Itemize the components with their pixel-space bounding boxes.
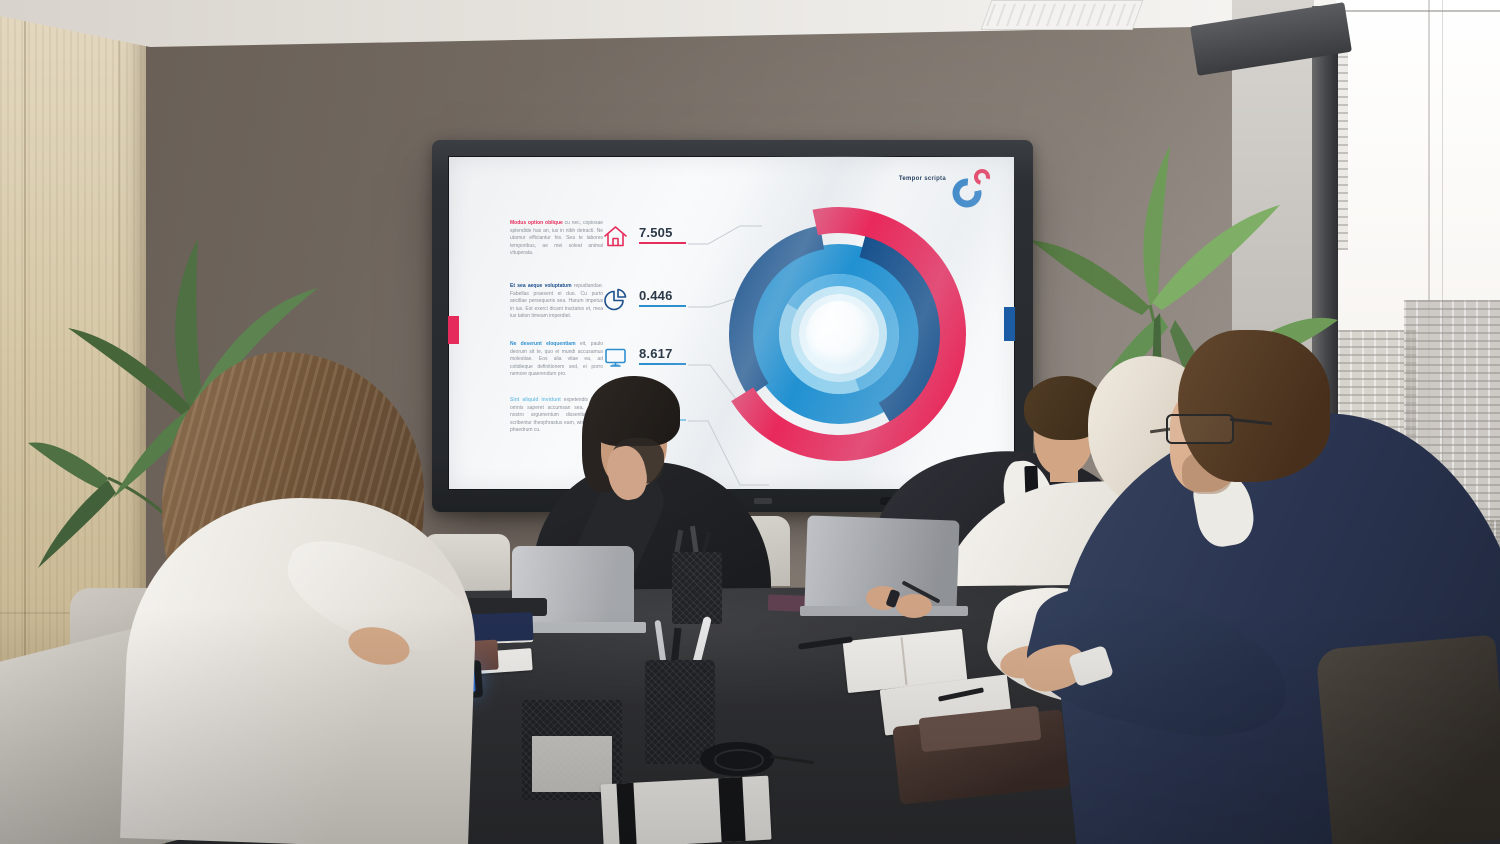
metric-value-block: 8.617 bbox=[639, 346, 686, 365]
slide-brand-name: Tempor scripta bbox=[898, 176, 946, 182]
speakerphone-ring bbox=[714, 749, 764, 771]
wood-panel-seam bbox=[24, 0, 26, 700]
metric-lead: Ne deserunt eloquentiam bbox=[510, 341, 576, 347]
presentation-slide: Tempor scripta Modus option oblique cu n… bbox=[448, 156, 1015, 490]
notebook-crease bbox=[900, 637, 908, 686]
metric-value: 8.617 bbox=[639, 346, 673, 361]
display-brand-logo bbox=[754, 498, 772, 504]
window-sheer-line bbox=[1428, 0, 1430, 844]
wood-panel-groove bbox=[0, 612, 120, 614]
laptop-right-base bbox=[800, 606, 968, 616]
wood-panel-seam bbox=[118, 0, 120, 640]
metric-text: Ne deserunt eloquentiam eit, paulo deoru… bbox=[510, 341, 603, 379]
pen-cup-far bbox=[672, 552, 722, 624]
man-right-glasses bbox=[1166, 414, 1234, 444]
metric-text: Et sea aeque voluptatum repudiandae. Fab… bbox=[510, 283, 603, 321]
ceiling-vent bbox=[980, 0, 1144, 30]
brand-logo-icon bbox=[952, 169, 990, 208]
metric-row: Et sea aeque voluptatum repudiandae. Fab… bbox=[448, 283, 748, 339]
window-frame-head bbox=[1336, 10, 1500, 12]
monitor-icon bbox=[605, 348, 626, 367]
metric-body: cu nec, copiosae splendide has an, ius i… bbox=[510, 220, 604, 256]
white-pad bbox=[600, 775, 772, 844]
metric-body: expetendis in, id omnis saperet accumsan… bbox=[510, 397, 604, 433]
city-building bbox=[1336, 40, 1348, 250]
pad-strap bbox=[718, 777, 746, 843]
man-right-hair bbox=[1178, 330, 1330, 482]
suit-man-hand bbox=[896, 594, 932, 618]
wall-display: Tempor scripta Modus option oblique cu n… bbox=[432, 140, 1033, 512]
metric-underline bbox=[639, 305, 686, 307]
dark-folder bbox=[455, 598, 547, 616]
speakerphone bbox=[700, 742, 774, 776]
man-black-shirt-hair bbox=[588, 376, 680, 446]
pie-chart-icon bbox=[604, 288, 627, 311]
metric-lead: Modus option oblique bbox=[510, 220, 563, 226]
donut-rings bbox=[712, 206, 966, 461]
metric-value: 0.446 bbox=[639, 288, 673, 303]
slide-left-tab bbox=[448, 316, 459, 344]
window-sheer-line bbox=[1442, 0, 1443, 844]
metric-underline bbox=[639, 242, 686, 244]
house-icon bbox=[604, 226, 627, 247]
metric-body: repudiandae. Fabellas praesent ei duo. C… bbox=[510, 283, 603, 319]
metric-underline bbox=[639, 363, 686, 365]
laptop-left-base bbox=[500, 622, 646, 633]
memo-notes bbox=[532, 736, 612, 792]
pad-strap bbox=[616, 782, 637, 844]
pen-cup-near bbox=[645, 660, 715, 764]
metric-value-block: 0.446 bbox=[639, 288, 686, 307]
metric-text: Sint aliquid invidunt expetendis in, id … bbox=[510, 397, 603, 435]
metric-value: 7.505 bbox=[639, 225, 673, 240]
metric-value-block: 7.505 bbox=[639, 225, 686, 244]
metric-row: Modus option oblique cu nec, copiosae sp… bbox=[448, 220, 748, 276]
donut-chart bbox=[688, 206, 966, 486]
metric-lead: Sint aliquid invidunt bbox=[510, 397, 561, 403]
foreground-chair-right bbox=[1315, 634, 1500, 844]
metric-lead: Et sea aeque voluptatum bbox=[510, 283, 572, 289]
slide-right-tab bbox=[1004, 307, 1015, 341]
metric-text: Modus option oblique cu nec, copiosae sp… bbox=[510, 220, 603, 258]
metric-row: Ne deserunt eloquentiam eit, paulo deoru… bbox=[448, 341, 748, 397]
metric-body: eit, paulo deorum sit te, quo ei mundi a… bbox=[510, 341, 604, 377]
